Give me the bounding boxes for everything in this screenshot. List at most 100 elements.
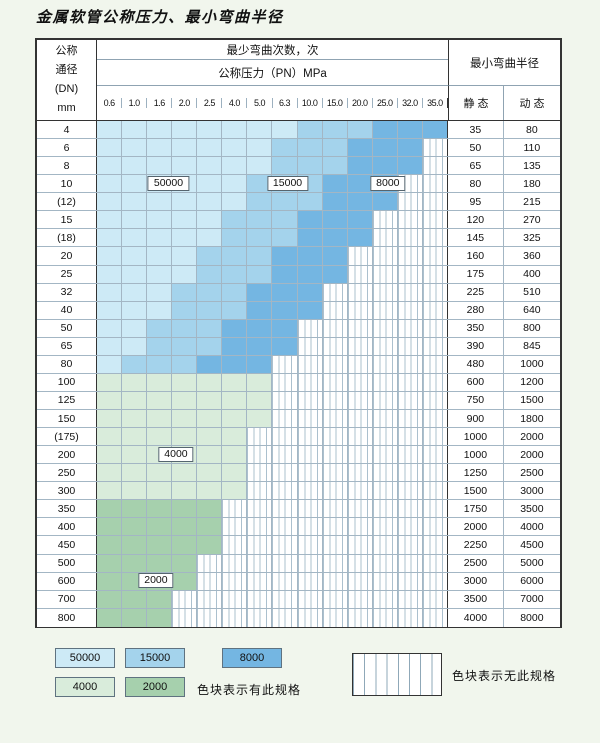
spec-cell-4000 <box>222 410 248 428</box>
no-spec-cell <box>422 428 448 446</box>
no-spec-cell <box>372 229 398 247</box>
spec-cell-4000 <box>122 391 148 409</box>
spec-cell-2000 <box>147 536 173 554</box>
dn-header-line: 公称 <box>55 45 78 57</box>
spec-cell-50000 <box>222 157 248 175</box>
no-spec-cell <box>422 211 448 229</box>
spec-cell-8000 <box>297 301 323 319</box>
spec-cell-15000 <box>222 301 248 319</box>
no-spec-cell <box>397 410 423 428</box>
no-spec-cell <box>347 518 373 536</box>
dynamic-radius-cell: 80 <box>503 121 560 139</box>
no-spec-cell <box>422 554 448 572</box>
dynamic-radius-cell: 215 <box>503 193 560 211</box>
dn-header: 公称 通径 (DN) mm <box>37 40 97 120</box>
spec-cell-4000 <box>97 391 123 409</box>
spec-cell-2000 <box>97 590 123 608</box>
spec-cell-50000 <box>122 319 148 337</box>
static-radius-cell: 35 <box>447 121 504 139</box>
spec-cell-8000 <box>222 319 248 337</box>
no-spec-cell <box>372 500 398 518</box>
no-spec-cell <box>372 608 398 627</box>
spec-cell-50000 <box>222 121 248 139</box>
no-spec-cell <box>197 554 223 572</box>
spec-cell-4000 <box>122 464 148 482</box>
spec-cell-2000 <box>197 536 223 554</box>
no-spec-cell <box>272 391 298 409</box>
no-spec-cell <box>397 211 423 229</box>
spec-cell-2000 <box>147 500 173 518</box>
spec-cell-15000 <box>322 121 348 139</box>
legend-swatch-50000: 50000 <box>55 648 115 668</box>
spec-cell-4000 <box>172 482 198 500</box>
spec-cell-4000 <box>172 391 198 409</box>
table-row: 50 350 800 <box>37 319 560 338</box>
no-spec-cell <box>422 572 448 590</box>
spec-cell-2000 <box>147 518 173 536</box>
dn-cell: 100 <box>37 373 97 391</box>
spec-cell-15000 <box>147 337 173 355</box>
spec-cell-4000 <box>222 373 248 391</box>
no-spec-cell <box>322 410 348 428</box>
no-spec-cell <box>397 193 423 211</box>
spec-cell-8000 <box>322 265 348 283</box>
cycle-count-label: 4000 <box>158 446 194 462</box>
spec-cell-50000 <box>122 283 148 301</box>
spec-cell-15000 <box>172 319 198 337</box>
dn-cell: 32 <box>37 283 97 301</box>
spec-cell-50000 <box>122 157 148 175</box>
dynamic-radius-cell: 1500 <box>503 391 560 409</box>
no-spec-cell <box>422 247 448 265</box>
no-spec-cell <box>272 518 298 536</box>
spec-cell-8000 <box>297 265 323 283</box>
no-spec-cell <box>322 337 348 355</box>
spec-cell-50000 <box>197 229 223 247</box>
spec-cell-15000 <box>172 283 198 301</box>
spec-cell-15000 <box>197 319 223 337</box>
dn-cell: 300 <box>37 482 97 500</box>
static-radius-cell: 80 <box>447 175 504 193</box>
spec-cell-8000 <box>247 283 273 301</box>
spec-cell-15000 <box>222 283 248 301</box>
no-spec-cell <box>372 283 398 301</box>
table-row: (12) 95 215 <box>37 193 560 212</box>
no-spec-cell <box>347 464 373 482</box>
no-spec-cell <box>422 265 448 283</box>
spec-cell-15000 <box>247 265 273 283</box>
spec-cell-2000 <box>197 518 223 536</box>
spec-cell-50000 <box>222 193 248 211</box>
dynamic-radius-cell: 7000 <box>503 590 560 608</box>
spec-cell-50000 <box>147 229 173 247</box>
spec-cell-50000 <box>172 193 198 211</box>
dn-cell: 600 <box>37 572 97 590</box>
static-radius-cell: 280 <box>447 301 504 319</box>
table-row: 450 2250 4500 <box>37 536 560 555</box>
no-spec-cell <box>222 608 248 627</box>
spec-cell-50000 <box>247 139 273 157</box>
spec-cell-4000 <box>147 428 173 446</box>
spec-cell-50000 <box>172 121 198 139</box>
spec-cell-8000 <box>272 265 298 283</box>
spec-cell-4000 <box>172 373 198 391</box>
dn-cell: 20 <box>37 247 97 265</box>
table-row: 65 390 845 <box>37 337 560 356</box>
no-spec-cell <box>397 391 423 409</box>
spec-cell-4000 <box>197 446 223 464</box>
no-spec-cell <box>422 391 448 409</box>
spec-cell-4000 <box>197 373 223 391</box>
spec-cell-50000 <box>172 229 198 247</box>
spec-cell-4000 <box>147 464 173 482</box>
dynamic-radius-cell: 6000 <box>503 572 560 590</box>
no-spec-cell <box>372 428 398 446</box>
no-spec-cell <box>322 464 348 482</box>
no-spec-cell <box>322 536 348 554</box>
no-spec-cell <box>272 373 298 391</box>
static-radius-cell: 600 <box>447 373 504 391</box>
dynamic-radius-cell: 8000 <box>503 608 560 627</box>
spec-cell-15000 <box>347 121 373 139</box>
static-radius-cell: 145 <box>447 229 504 247</box>
static-radius-cell: 3500 <box>447 590 504 608</box>
has-spec-label: 色块表示有此规格 <box>197 683 302 697</box>
no-spec-cell <box>322 590 348 608</box>
table-row: 600 3000 6000 <box>37 572 560 591</box>
